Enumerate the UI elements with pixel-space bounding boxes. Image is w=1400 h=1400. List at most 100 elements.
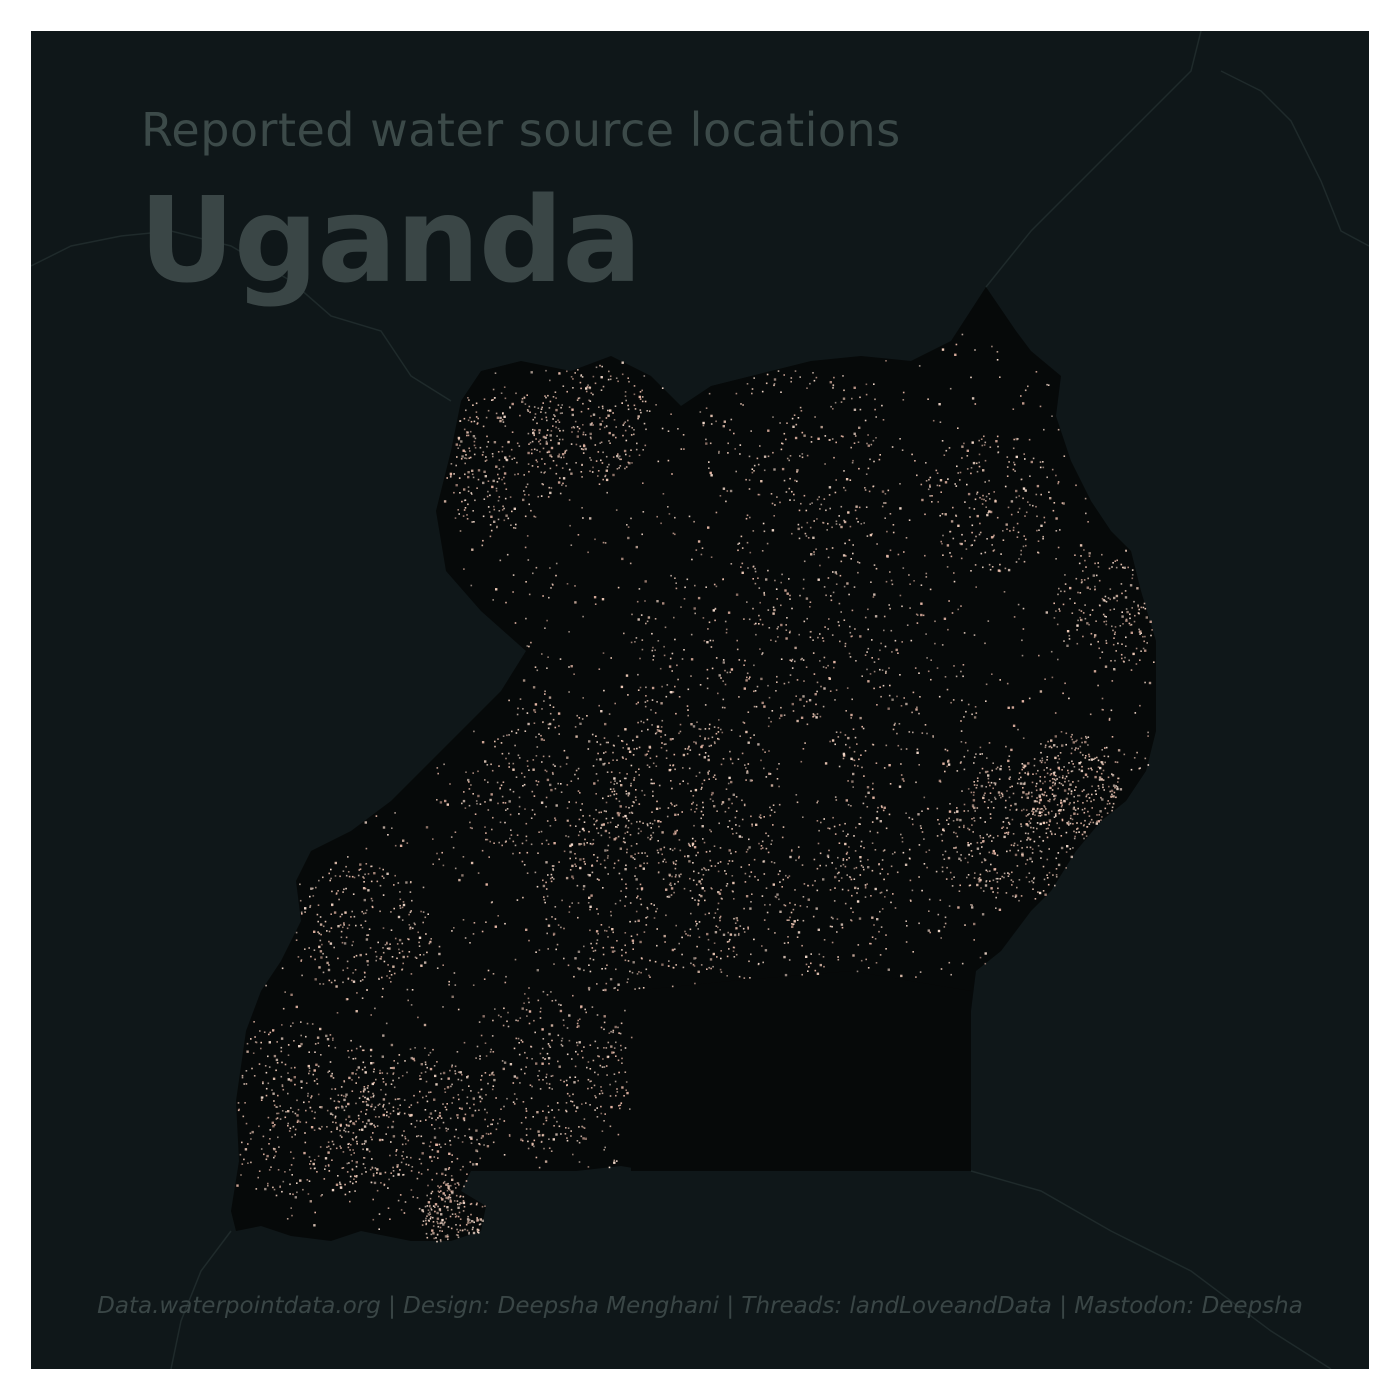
water-point bbox=[574, 853, 576, 855]
water-point bbox=[729, 671, 732, 674]
water-point bbox=[541, 842, 543, 845]
water-point bbox=[410, 910, 412, 912]
water-point bbox=[1006, 456, 1009, 458]
water-point bbox=[308, 1051, 310, 1053]
water-point bbox=[1037, 807, 1039, 810]
water-point bbox=[481, 544, 484, 547]
water-point bbox=[1012, 408, 1015, 410]
water-point bbox=[542, 1038, 545, 1040]
water-point bbox=[1048, 848, 1050, 850]
water-point bbox=[927, 808, 930, 810]
water-point bbox=[344, 911, 347, 914]
water-point bbox=[624, 832, 626, 835]
water-point bbox=[540, 801, 544, 804]
water-point bbox=[349, 1175, 352, 1178]
water-point bbox=[682, 434, 685, 436]
water-point bbox=[820, 425, 823, 429]
water-point bbox=[755, 705, 758, 708]
water-point bbox=[277, 1136, 279, 1139]
water-point bbox=[1082, 635, 1084, 638]
water-point bbox=[931, 501, 933, 503]
water-point bbox=[447, 1226, 450, 1228]
water-point bbox=[621, 949, 623, 951]
water-point bbox=[408, 1106, 411, 1108]
water-point bbox=[463, 417, 466, 420]
water-point bbox=[382, 1105, 384, 1107]
water-point bbox=[1002, 530, 1004, 532]
water-point bbox=[834, 875, 837, 879]
water-point bbox=[603, 1015, 606, 1018]
water-point bbox=[1072, 807, 1076, 810]
water-point bbox=[1015, 437, 1018, 441]
water-point bbox=[426, 1194, 428, 1197]
water-point bbox=[565, 1109, 567, 1112]
water-point bbox=[630, 434, 633, 436]
water-point bbox=[501, 752, 504, 755]
water-point bbox=[1084, 559, 1086, 562]
water-point bbox=[510, 834, 513, 836]
water-point bbox=[695, 741, 697, 744]
water-point bbox=[370, 897, 373, 900]
water-point bbox=[547, 496, 550, 498]
water-point bbox=[879, 892, 882, 894]
water-point bbox=[916, 614, 919, 616]
water-point bbox=[1053, 617, 1056, 619]
water-point bbox=[854, 764, 856, 767]
water-point bbox=[689, 928, 692, 931]
water-point bbox=[714, 912, 717, 914]
water-point bbox=[1124, 656, 1126, 659]
water-point bbox=[579, 867, 581, 870]
water-point bbox=[758, 842, 760, 845]
water-point bbox=[470, 861, 474, 865]
water-point bbox=[367, 1090, 370, 1093]
water-point bbox=[577, 902, 580, 904]
water-point bbox=[612, 473, 615, 477]
water-point bbox=[609, 794, 612, 797]
water-point bbox=[912, 731, 914, 734]
water-point bbox=[901, 840, 904, 843]
water-point bbox=[506, 1020, 508, 1023]
water-point bbox=[444, 1174, 447, 1176]
water-point bbox=[477, 469, 481, 472]
water-point bbox=[767, 835, 770, 837]
water-point bbox=[735, 470, 737, 473]
water-point bbox=[996, 516, 999, 519]
water-point bbox=[432, 1225, 435, 1227]
water-point bbox=[642, 482, 644, 484]
water-point bbox=[457, 1078, 460, 1081]
water-point bbox=[1007, 506, 1010, 509]
water-point bbox=[399, 1169, 401, 1171]
water-point bbox=[1102, 613, 1105, 616]
water-point bbox=[534, 813, 536, 816]
water-point bbox=[1101, 749, 1103, 751]
water-point bbox=[902, 399, 905, 401]
water-point bbox=[577, 834, 580, 837]
water-point bbox=[1136, 587, 1139, 590]
water-point bbox=[939, 781, 942, 783]
water-point bbox=[449, 1215, 452, 1218]
water-point bbox=[510, 448, 513, 451]
water-point bbox=[600, 441, 603, 444]
water-point bbox=[908, 857, 911, 860]
water-point bbox=[467, 431, 469, 434]
water-point bbox=[763, 530, 766, 533]
water-point bbox=[519, 1082, 521, 1084]
water-point bbox=[246, 1050, 249, 1053]
water-point bbox=[363, 1088, 366, 1091]
water-point bbox=[435, 1237, 437, 1239]
water-point bbox=[946, 819, 948, 821]
water-point bbox=[385, 1084, 387, 1086]
water-point bbox=[1018, 495, 1020, 497]
water-point bbox=[430, 1141, 432, 1143]
water-point bbox=[564, 450, 567, 452]
water-point bbox=[837, 958, 840, 961]
water-point bbox=[370, 1096, 372, 1099]
water-point bbox=[454, 1065, 457, 1068]
water-point bbox=[744, 764, 746, 766]
water-point bbox=[389, 1067, 392, 1069]
water-point bbox=[448, 980, 450, 983]
water-point bbox=[1107, 800, 1109, 802]
water-point bbox=[629, 834, 632, 836]
water-point bbox=[1121, 615, 1124, 618]
water-point bbox=[885, 670, 887, 673]
